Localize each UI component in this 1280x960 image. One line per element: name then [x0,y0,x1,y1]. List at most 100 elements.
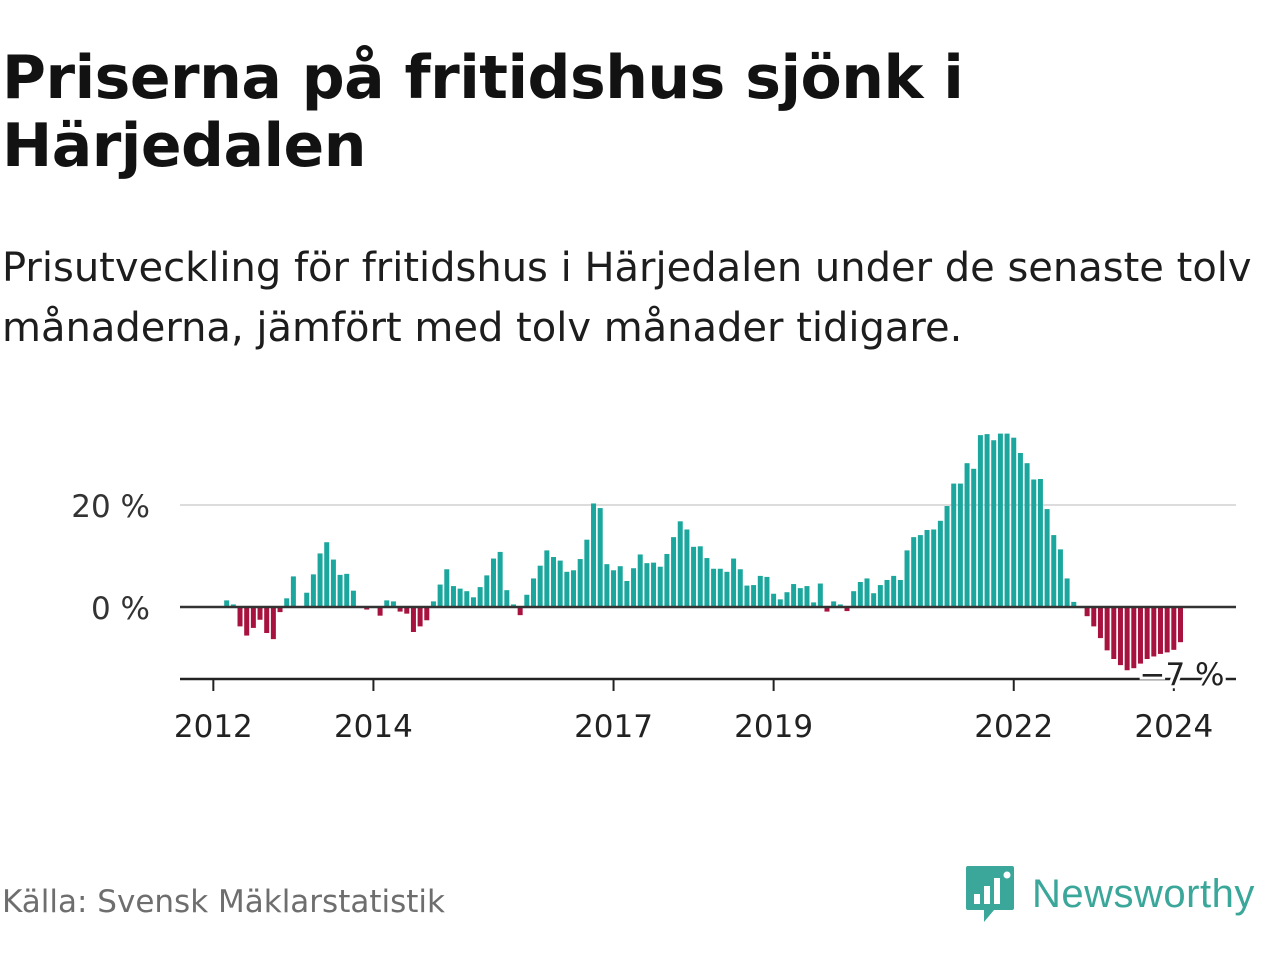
bar [537,565,543,607]
bar [1104,607,1110,651]
bar [1137,607,1143,664]
bar [851,591,857,607]
newsworthy-wordmark: Newsworthy [1032,871,1255,916]
bar [744,585,750,607]
bar [1084,607,1090,617]
bar [517,607,523,616]
bar [224,600,230,607]
bar [577,559,583,607]
end-value-label: −7 % [1139,657,1224,693]
bar [444,569,450,607]
bar [277,607,283,613]
bar [324,542,330,607]
bar [697,546,703,607]
bar [290,576,296,607]
bar [1151,607,1157,657]
bar [310,574,316,607]
bar-chart: 0 % 20 % 2012 2014 2017 2019 2022 2024 −7 % [71,433,1236,745]
bar [997,433,1003,607]
bar [457,588,463,607]
bar [404,607,410,614]
bar [604,564,610,607]
bar [1097,607,1103,639]
y-tick-label: 20 % [71,489,150,525]
chart-title: Priserna på fritidshus sjönk i Härjedale… [2,43,964,181]
y-tick-label: 0 % [91,591,150,627]
bar [751,585,757,607]
bar [531,578,536,607]
bar [1171,607,1177,650]
bar [497,551,503,607]
bar [877,585,883,607]
bar [1071,601,1077,607]
bar [557,560,563,607]
bar [1124,607,1130,671]
bar [424,607,430,621]
bar [957,483,963,607]
source-note: Källa: Svensk Mäklarstatistik [2,884,445,920]
bar [350,590,356,607]
bar [470,597,476,607]
bar [684,529,690,607]
bar [991,440,997,607]
bar [571,570,577,607]
bar [931,529,937,607]
bar [477,587,483,607]
newsworthy-logo-icon [966,866,1014,922]
bar [984,434,990,607]
bar [824,607,830,612]
bar [624,580,630,607]
bar [944,506,950,607]
bar [717,568,723,607]
bar [831,601,837,607]
bar [270,607,276,640]
bar [1037,478,1043,607]
bar [1091,607,1097,627]
bar [837,604,843,607]
bar [917,535,923,607]
bar [1057,549,1063,607]
bar [397,607,403,612]
bar [897,579,903,607]
bar [664,553,670,607]
bar [971,468,977,607]
bar [504,590,510,607]
bar [777,599,783,607]
bar [1064,578,1070,607]
bar [704,558,710,607]
bar [657,566,663,607]
bar [811,602,817,607]
bar [617,566,623,607]
bar [390,601,396,607]
bar [711,568,717,607]
bar [584,539,590,607]
bar [1131,607,1137,669]
bar [1111,607,1117,660]
bar [257,607,263,620]
bar [911,537,917,607]
bar [230,604,236,607]
bar [264,607,270,634]
bar [637,554,643,607]
bar [1164,607,1170,653]
bar [344,573,350,607]
bar [791,584,797,607]
bar [1157,607,1163,654]
bar [937,520,943,607]
bar [364,607,370,610]
bar [737,569,743,607]
bar [857,582,863,607]
bar [1051,535,1057,607]
bar [671,537,677,607]
bar [724,571,730,607]
bar [797,588,803,607]
bar [1177,607,1183,643]
bar [524,594,530,607]
bar [484,575,490,607]
bar [304,592,310,607]
bar [924,529,930,607]
bar [1017,452,1023,607]
newsworthy-logo[interactable]: Newsworthy [964,864,1255,924]
bar [510,604,516,607]
bar [631,568,637,607]
